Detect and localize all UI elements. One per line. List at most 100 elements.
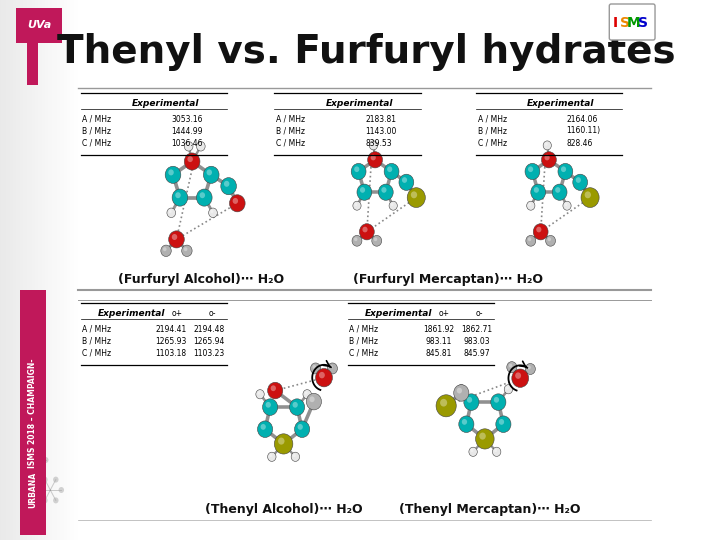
Bar <box>47 0 48 540</box>
Bar <box>40 0 41 540</box>
Circle shape <box>379 184 393 200</box>
Bar <box>10 0 11 540</box>
Circle shape <box>585 191 591 198</box>
Bar <box>26 0 27 540</box>
Circle shape <box>534 187 539 193</box>
Circle shape <box>305 392 307 395</box>
Circle shape <box>496 416 511 433</box>
Bar <box>30 0 31 540</box>
Text: UVa: UVa <box>27 21 51 30</box>
Bar <box>57 0 58 540</box>
Circle shape <box>209 208 217 218</box>
Circle shape <box>289 399 305 415</box>
Circle shape <box>306 393 321 410</box>
Circle shape <box>230 195 245 212</box>
Text: 1103.18: 1103.18 <box>156 348 186 357</box>
Circle shape <box>168 170 174 176</box>
Bar <box>7 0 8 540</box>
Circle shape <box>555 187 560 193</box>
Circle shape <box>464 394 479 410</box>
Circle shape <box>469 447 477 456</box>
Text: 1265.93: 1265.93 <box>156 336 187 346</box>
Circle shape <box>357 184 372 200</box>
Text: 1103.23: 1103.23 <box>194 348 225 357</box>
Circle shape <box>294 421 310 437</box>
Circle shape <box>37 487 42 493</box>
Circle shape <box>354 166 359 172</box>
Text: 2183.81: 2183.81 <box>365 114 396 124</box>
Bar <box>8 0 9 540</box>
Circle shape <box>221 178 236 195</box>
Circle shape <box>516 373 521 379</box>
Circle shape <box>402 177 407 183</box>
Circle shape <box>368 152 382 168</box>
Circle shape <box>360 187 365 193</box>
Circle shape <box>291 452 300 461</box>
Circle shape <box>168 210 171 213</box>
Bar <box>11 0 12 540</box>
Circle shape <box>564 203 567 206</box>
Bar <box>14 0 16 540</box>
Circle shape <box>261 424 266 430</box>
Circle shape <box>436 395 456 417</box>
Circle shape <box>528 238 531 241</box>
Text: 845.97: 845.97 <box>463 348 490 357</box>
Text: (Furfuryl Alcohol)⋯ H₂O: (Furfuryl Alcohol)⋯ H₂O <box>118 273 284 287</box>
Circle shape <box>527 366 531 369</box>
Circle shape <box>207 170 212 176</box>
Circle shape <box>224 181 230 187</box>
Circle shape <box>573 174 588 191</box>
Circle shape <box>268 452 276 461</box>
Circle shape <box>184 153 200 170</box>
Bar <box>67 0 68 540</box>
Circle shape <box>408 188 426 207</box>
Bar <box>21 0 22 540</box>
Circle shape <box>494 397 499 403</box>
Bar <box>0 0 1 540</box>
Text: B / MHz: B / MHz <box>82 126 112 136</box>
Circle shape <box>181 245 192 256</box>
Circle shape <box>543 141 552 150</box>
Text: A / MHz: A / MHz <box>276 114 305 124</box>
Text: 1036.46: 1036.46 <box>171 138 203 147</box>
Circle shape <box>507 362 517 373</box>
Circle shape <box>197 141 205 151</box>
Bar <box>72 0 73 540</box>
Circle shape <box>354 238 357 241</box>
Circle shape <box>561 166 566 172</box>
Bar <box>56 0 57 540</box>
Circle shape <box>509 363 513 368</box>
Circle shape <box>210 210 213 213</box>
Text: (Furfuryl Mercaptan)⋯ H₂O: (Furfuryl Mercaptan)⋯ H₂O <box>354 273 544 287</box>
Bar <box>41 0 42 540</box>
Text: 1862.71: 1862.71 <box>461 325 492 334</box>
Bar <box>3 0 4 540</box>
Circle shape <box>292 402 298 408</box>
Circle shape <box>269 454 272 457</box>
Bar <box>48 0 50 540</box>
Circle shape <box>303 390 311 399</box>
Circle shape <box>526 363 536 375</box>
Circle shape <box>492 447 501 456</box>
Text: o+: o+ <box>438 308 450 318</box>
Bar <box>9 0 10 540</box>
Text: 839.53: 839.53 <box>365 138 392 147</box>
Bar <box>74 0 75 540</box>
Circle shape <box>534 224 548 240</box>
Bar <box>38 0 40 540</box>
Text: Experimental: Experimental <box>132 98 199 107</box>
Circle shape <box>471 449 474 452</box>
Text: C / MHz: C / MHz <box>477 138 507 147</box>
Text: 1861.92: 1861.92 <box>423 325 454 334</box>
FancyBboxPatch shape <box>609 4 655 40</box>
Bar <box>28 0 30 540</box>
Circle shape <box>456 388 462 394</box>
Bar <box>68 0 70 540</box>
Bar <box>2 0 3 540</box>
Text: Experimental: Experimental <box>98 308 166 318</box>
Circle shape <box>457 384 466 394</box>
Circle shape <box>506 386 509 389</box>
Circle shape <box>204 166 219 184</box>
Circle shape <box>37 447 43 453</box>
Circle shape <box>328 363 338 374</box>
